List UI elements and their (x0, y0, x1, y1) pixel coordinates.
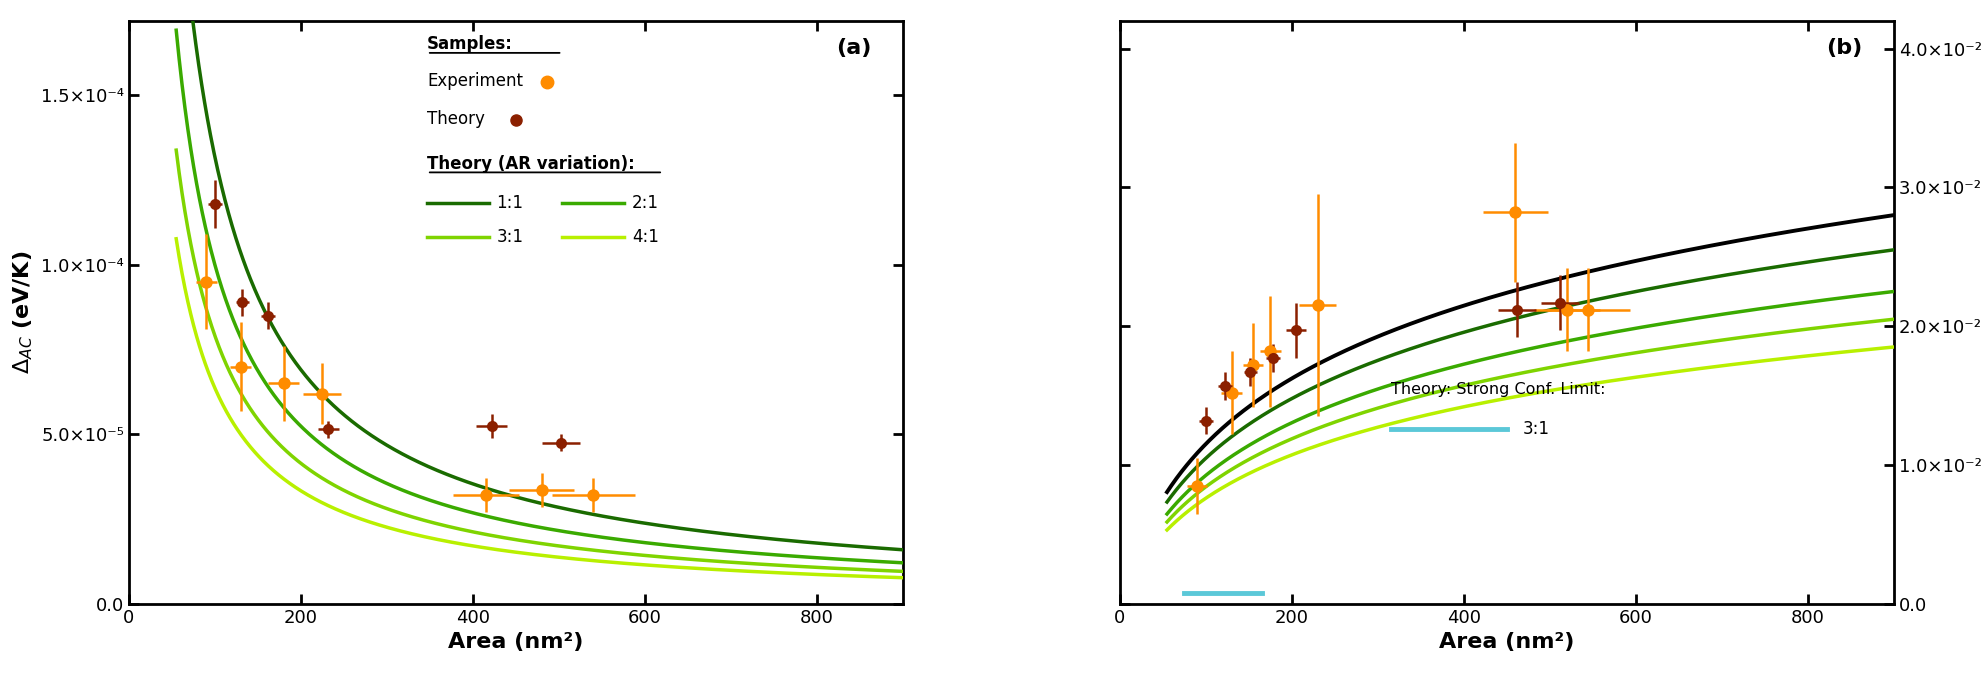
Text: 2:1: 2:1 (632, 194, 658, 212)
Text: 1:1: 1:1 (496, 194, 523, 212)
Y-axis label: $\Delta_{Opt}$ (eV): $\Delta_{Opt}$ (eV) (1978, 260, 1982, 364)
Text: Theory: Strong Conf. Limit:: Theory: Strong Conf. Limit: (1389, 382, 1603, 397)
Text: 4:1: 4:1 (632, 228, 658, 246)
Text: Theory: Theory (426, 110, 484, 128)
Text: 3:1: 3:1 (1522, 420, 1548, 438)
Text: Samples:: Samples: (426, 35, 513, 53)
Text: (a): (a) (836, 38, 872, 58)
X-axis label: Area (nm²): Area (nm²) (1439, 632, 1574, 652)
Text: (b): (b) (1825, 38, 1861, 58)
X-axis label: Area (nm²): Area (nm²) (448, 632, 583, 652)
Text: Experiment: Experiment (426, 72, 523, 90)
Text: 3:1: 3:1 (496, 228, 523, 246)
Text: Theory (AR variation):: Theory (AR variation): (426, 155, 634, 173)
Y-axis label: $\Delta_{AC}$ (eV/K): $\Delta_{AC}$ (eV/K) (12, 251, 36, 374)
